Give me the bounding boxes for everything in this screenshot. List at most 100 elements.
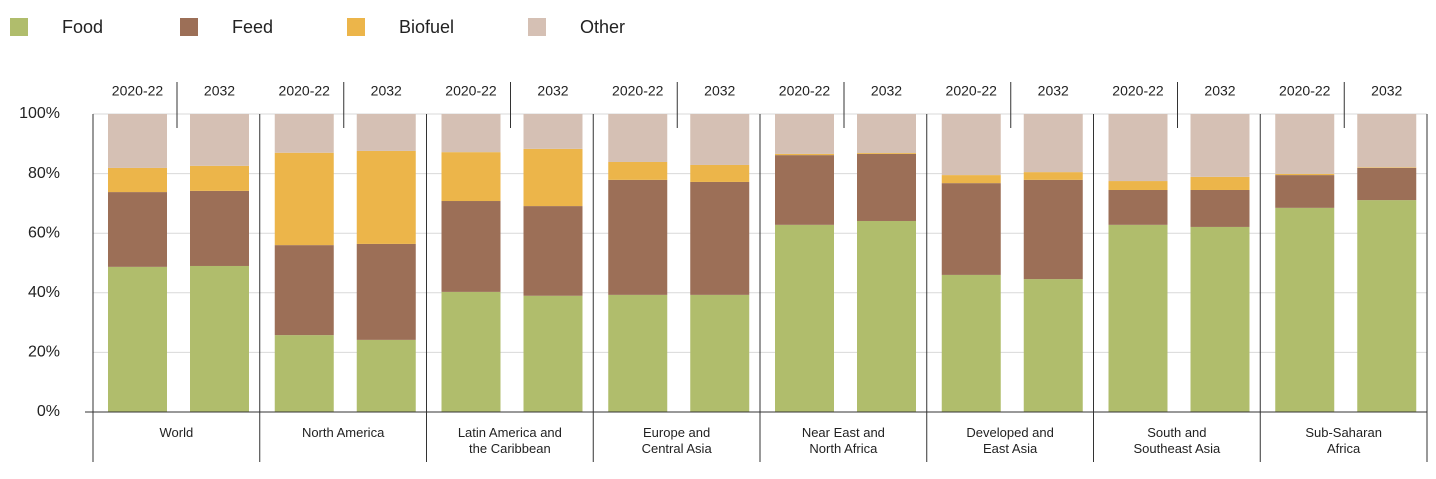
bar-segment — [941, 114, 1001, 176]
bar-segment — [857, 153, 916, 221]
bar-segment — [190, 114, 249, 166]
legend-label: Biofuel — [399, 17, 454, 37]
bar-segment — [608, 161, 668, 180]
period-label: 2020-22 — [946, 83, 998, 99]
bar-segment — [441, 201, 501, 292]
x-tick-label: Developed and East Asia — [966, 425, 1054, 456]
bar-segment — [775, 224, 834, 412]
bar-segment — [690, 114, 750, 165]
x-tick-label: Latin America and the Caribbean — [457, 425, 562, 456]
bar-segment — [1023, 279, 1083, 412]
bar-segment — [356, 339, 416, 412]
bar-segment — [523, 295, 583, 412]
bar-segment — [1190, 114, 1250, 177]
bar-segment — [608, 114, 668, 162]
bar-segment — [1190, 189, 1250, 227]
bar-segment — [1275, 173, 1335, 176]
bar-segment — [274, 245, 334, 336]
bar-segment — [108, 114, 167, 168]
period-label: 2032 — [371, 83, 402, 99]
bar-segment — [1275, 175, 1335, 208]
bar-segment — [441, 152, 501, 202]
bar-segment — [1190, 176, 1250, 190]
bar-segment — [108, 167, 167, 193]
bar-segment — [941, 183, 1001, 275]
bar-segment — [1357, 167, 1417, 168]
period-label: 2032 — [704, 83, 735, 99]
bar-segment — [1275, 207, 1335, 412]
period-label: 2020-22 — [112, 83, 164, 99]
bar-segment — [857, 220, 916, 412]
x-tick-label: Sub-Saharan Africa — [1305, 425, 1382, 456]
bar-segment — [523, 206, 583, 296]
bar-segment — [1108, 224, 1168, 412]
bar-segment — [857, 114, 916, 154]
period-label: 2020-22 — [779, 83, 831, 99]
bar-segment — [274, 114, 334, 153]
bar-segment — [1357, 114, 1417, 168]
bar-segment — [775, 155, 834, 225]
legend-swatch — [347, 18, 365, 36]
legend-swatch — [10, 18, 28, 36]
bar-segment — [108, 192, 167, 267]
bar-segment — [690, 164, 750, 182]
y-tick-label: 80% — [28, 165, 60, 182]
x-tick-label: South and Southeast Asia — [1133, 425, 1221, 456]
period-label: 2020-22 — [1279, 83, 1331, 99]
bar-segment — [190, 190, 249, 266]
y-tick-label: 20% — [28, 344, 60, 361]
period-label: 2032 — [1038, 83, 1069, 99]
x-tick-label: Near East and North Africa — [801, 425, 885, 456]
bar-segment — [1108, 189, 1168, 225]
legend-label: Food — [62, 17, 103, 37]
y-tick-label: 100% — [19, 105, 60, 122]
bar-segment — [274, 152, 334, 246]
bar-segment — [690, 294, 750, 412]
bar-segment — [523, 148, 583, 207]
period-label: 2020-22 — [279, 83, 331, 99]
period-label: 2032 — [1204, 83, 1235, 99]
bar-segment — [441, 291, 501, 412]
bar-segment — [775, 114, 834, 154]
bar-segment — [1190, 226, 1250, 412]
x-tick-label: World — [159, 425, 194, 440]
period-label: 2032 — [1371, 83, 1402, 99]
bar-segment — [857, 153, 916, 154]
y-tick-label: 0% — [37, 403, 60, 420]
bar-segment — [356, 114, 416, 151]
bar-segment — [356, 150, 416, 244]
bar-segment — [441, 114, 501, 153]
bar-segment — [941, 175, 1001, 184]
legend-label: Feed — [232, 17, 273, 37]
bar-segment — [608, 179, 668, 295]
period-label: 2032 — [204, 83, 235, 99]
bar-segment — [356, 243, 416, 340]
y-tick-label: 40% — [28, 284, 60, 301]
bar-segment — [608, 294, 668, 412]
bar-segment — [190, 165, 249, 191]
period-label: 2020-22 — [1112, 83, 1164, 99]
bar-segment — [190, 265, 249, 412]
bar-segment — [1023, 172, 1083, 180]
period-label: 2032 — [537, 83, 568, 99]
period-label: 2032 — [871, 83, 902, 99]
y-tick-label: 60% — [28, 224, 60, 241]
bar-segment — [1357, 167, 1417, 201]
bar-segment — [775, 153, 834, 156]
legend-label: Other — [580, 17, 625, 37]
bar-segment — [941, 274, 1001, 412]
bar-segment — [1275, 114, 1335, 174]
bar-segment — [690, 181, 750, 295]
bar-segment — [1108, 181, 1168, 190]
period-label: 2020-22 — [612, 83, 664, 99]
bar-segment — [1023, 114, 1083, 173]
bar-segment — [1357, 200, 1417, 412]
bar-segment — [108, 266, 167, 412]
bar-segment — [523, 114, 583, 149]
bar-segment — [1108, 114, 1168, 182]
bar-segment — [1023, 179, 1083, 280]
legend-swatch — [528, 18, 546, 36]
bar-segment — [274, 335, 334, 412]
